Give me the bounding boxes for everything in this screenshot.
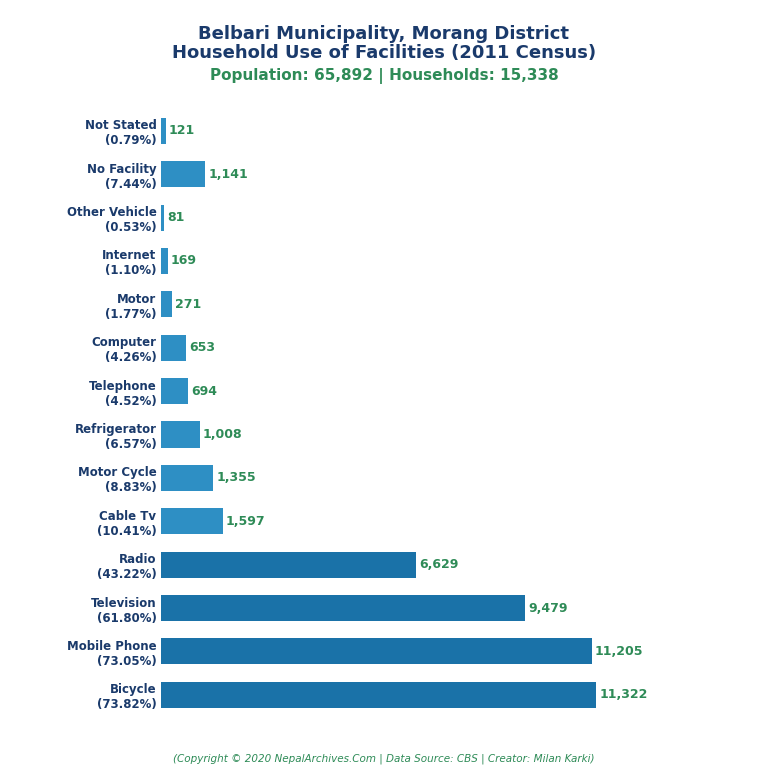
- Text: 653: 653: [190, 341, 216, 354]
- Text: 9,479: 9,479: [528, 601, 568, 614]
- Bar: [161, 595, 525, 621]
- Text: Belbari Municipality, Morang District: Belbari Municipality, Morang District: [198, 25, 570, 42]
- Text: 1,008: 1,008: [203, 428, 243, 441]
- Text: Household Use of Facilities (2011 Census): Household Use of Facilities (2011 Census…: [172, 44, 596, 61]
- Text: 271: 271: [175, 298, 201, 311]
- Text: 121: 121: [169, 124, 195, 137]
- Bar: [161, 638, 591, 664]
- Text: 81: 81: [167, 211, 185, 224]
- Bar: [161, 335, 187, 361]
- Bar: [161, 682, 596, 708]
- Text: 169: 169: [170, 254, 197, 267]
- Bar: [161, 508, 223, 535]
- Text: 1,141: 1,141: [208, 167, 248, 180]
- Text: 6,629: 6,629: [419, 558, 458, 571]
- Bar: [161, 551, 415, 578]
- Text: Population: 65,892 | Households: 15,338: Population: 65,892 | Households: 15,338: [210, 68, 558, 84]
- Text: (Copyright © 2020 NepalArchives.Com | Data Source: CBS | Creator: Milan Karki): (Copyright © 2020 NepalArchives.Com | Da…: [174, 753, 594, 764]
- Text: 11,205: 11,205: [594, 645, 643, 658]
- Bar: [161, 248, 167, 274]
- Bar: [161, 465, 214, 491]
- Text: 1,597: 1,597: [226, 515, 265, 528]
- Bar: [161, 378, 188, 404]
- Text: 694: 694: [191, 385, 217, 398]
- Bar: [161, 291, 172, 317]
- Bar: [161, 118, 166, 144]
- Bar: [161, 422, 200, 448]
- Text: 11,322: 11,322: [599, 688, 647, 701]
- Bar: [161, 161, 205, 187]
- Text: 1,355: 1,355: [217, 472, 256, 485]
- Bar: [161, 204, 164, 230]
